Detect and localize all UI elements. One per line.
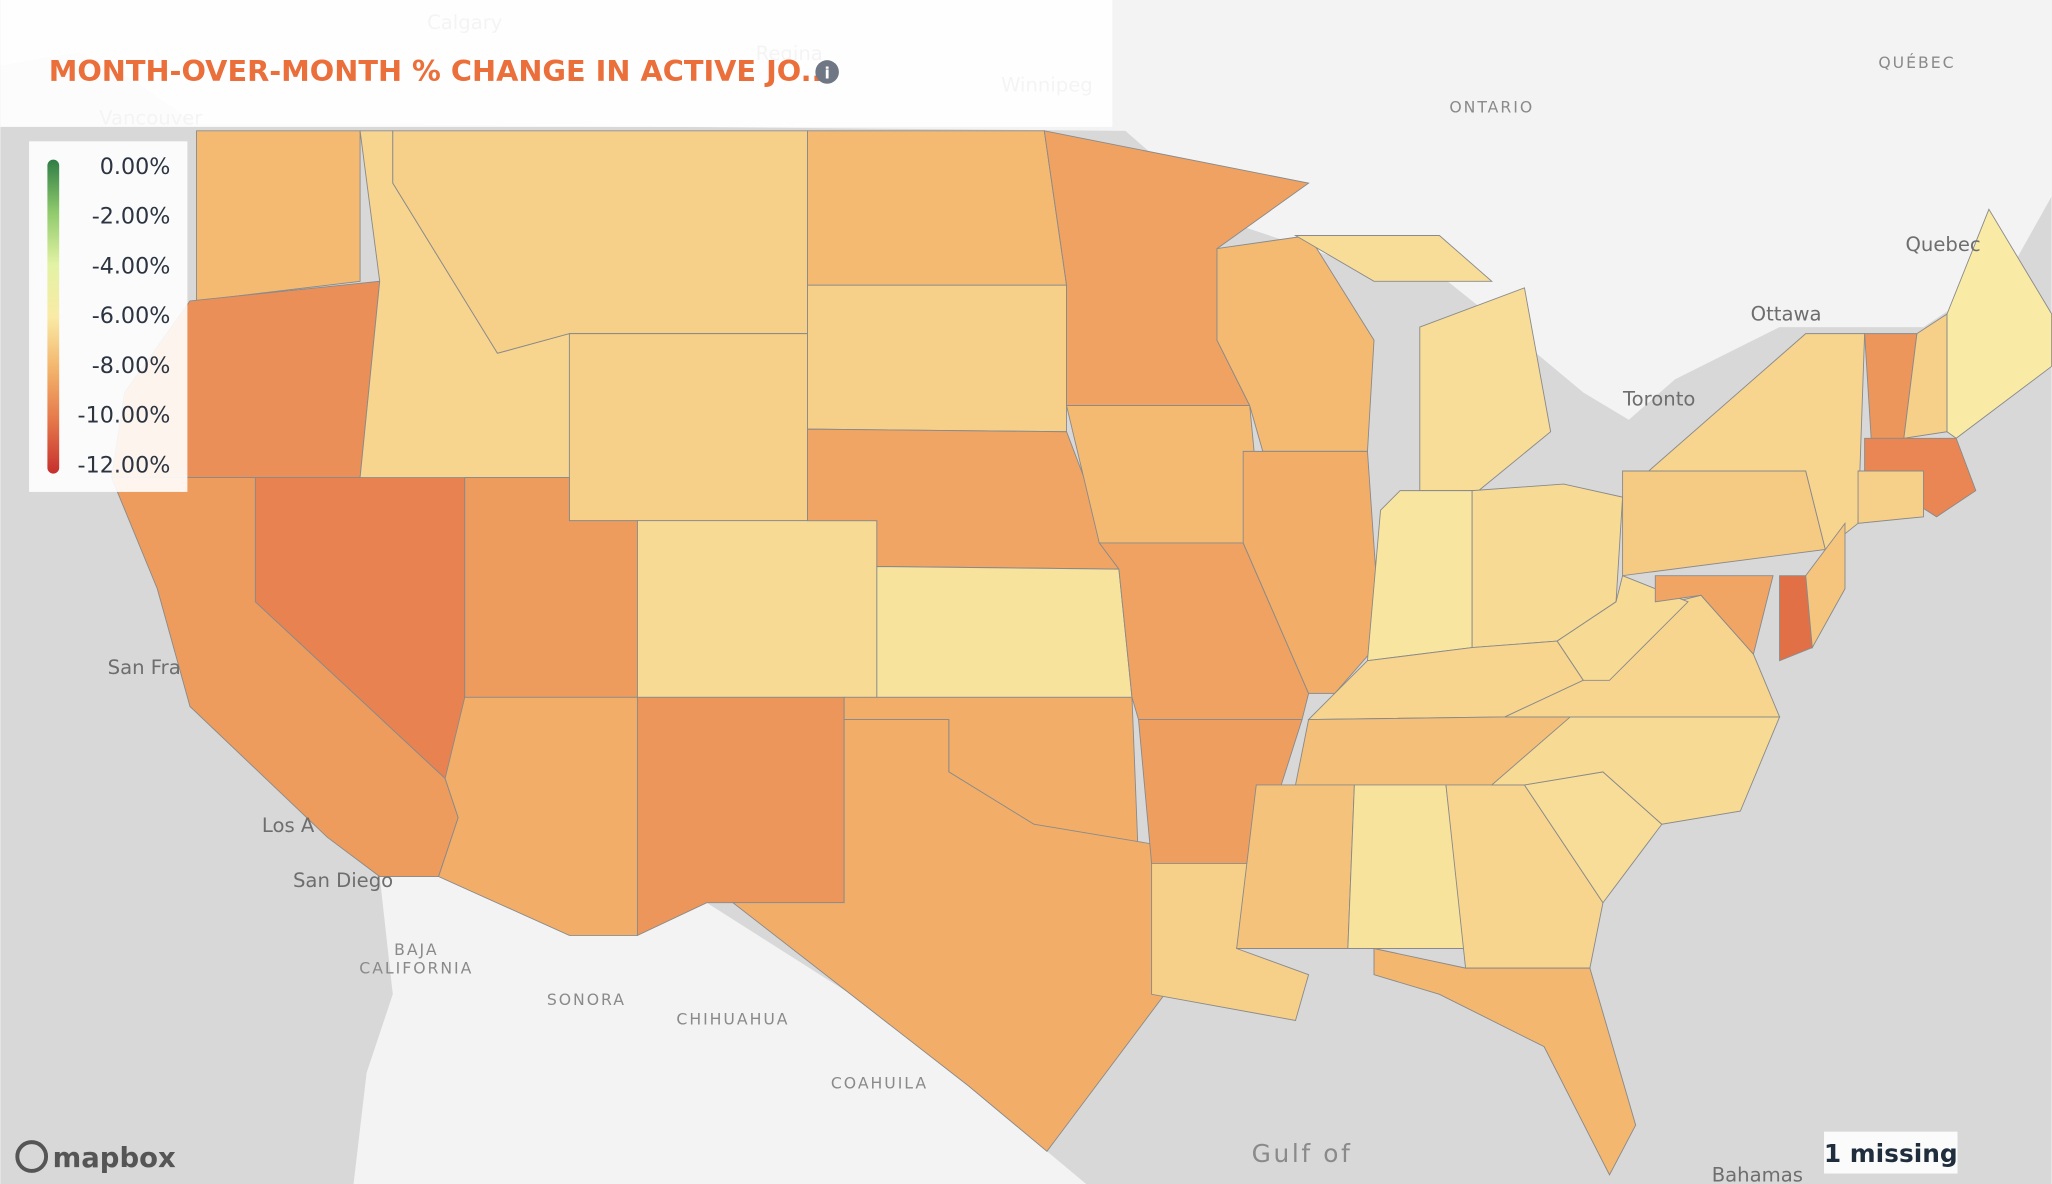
state	[636, 520, 878, 698]
state	[731, 719, 1166, 1152]
state	[1366, 490, 1473, 662]
place-label: ONTARIO	[1449, 98, 1534, 117]
state	[807, 284, 1068, 433]
legend-label: 0.00%	[100, 154, 171, 180]
attribution: mapbox	[53, 1143, 176, 1174]
legend-label: -10.00%	[78, 403, 171, 429]
place-label: Los A	[262, 814, 315, 837]
state	[807, 130, 1068, 286]
state	[1654, 575, 1774, 656]
legend-label: -4.00%	[92, 253, 171, 279]
place-label: Quebec	[1905, 233, 1980, 256]
place-label: CHIHUAHUA	[676, 1009, 789, 1028]
land-south	[353, 876, 1087, 1184]
legend-label: -2.00%	[92, 204, 171, 230]
place-label: BAJA	[394, 940, 438, 959]
legend-label: -6.00%	[92, 303, 171, 329]
place-label: Gulf of	[1252, 1139, 1353, 1168]
state	[876, 566, 1133, 698]
state	[1293, 235, 1552, 492]
mapbox-logo	[15, 1140, 49, 1173]
info-circle[interactable]	[815, 60, 839, 84]
state	[1065, 405, 1264, 544]
place-label: Bahamas	[1712, 1163, 1803, 1184]
state	[568, 333, 808, 522]
missing-box	[1824, 1131, 1958, 1174]
place-label: COAHUILA	[831, 1073, 928, 1092]
legend: 0.00% -2.00% -4.00% -6.00% -8.00% -10.00% -12.…	[47, 154, 170, 478]
state	[1805, 521, 1846, 650]
place-label: QUÉBEC	[1878, 53, 1955, 72]
state	[1857, 470, 1924, 524]
legend-colorbar	[47, 159, 60, 474]
place-label: Toronto	[1622, 388, 1695, 411]
title-panel	[0, 0, 1113, 127]
chart-title: MONTH-OVER-MONTH % CHANGE IN ACTIVE JO..…	[49, 54, 834, 88]
place-label: CALIFORNIA	[359, 958, 473, 977]
state	[196, 130, 361, 302]
legend-label: -12.00%	[78, 452, 171, 478]
place-label: Ottawa	[1751, 303, 1822, 326]
legend-label: -8.00%	[92, 353, 171, 379]
state	[1236, 784, 1355, 949]
place-label: San Diego	[293, 869, 393, 892]
info-glyph: i	[824, 63, 829, 82]
state	[1373, 947, 1637, 1176]
state	[1347, 784, 1467, 949]
state	[636, 696, 845, 937]
missing-note: 1 missing	[1824, 1139, 1958, 1168]
info-icon[interactable]: i	[815, 60, 839, 84]
states	[110, 130, 2052, 1176]
place-label: SONORA	[547, 990, 626, 1009]
place-label: San Fra	[108, 656, 181, 679]
